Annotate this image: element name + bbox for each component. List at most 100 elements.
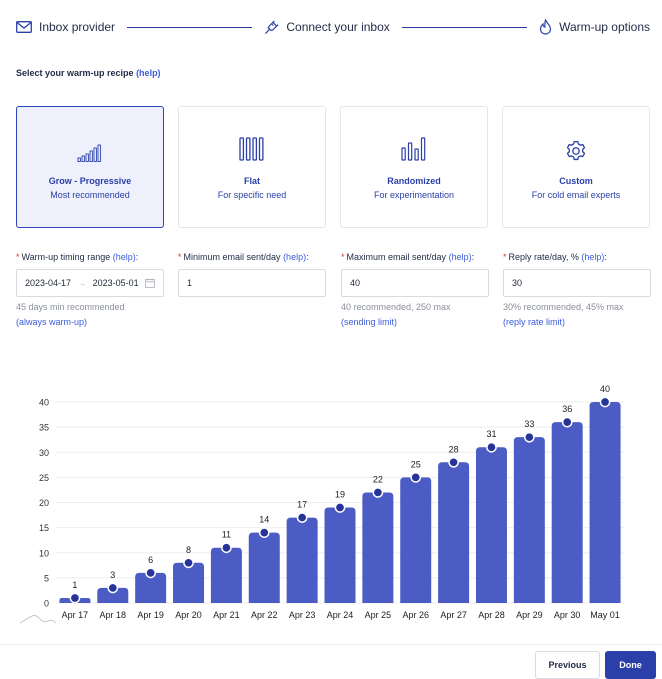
calendar-icon[interactable]	[145, 278, 155, 288]
warmup-bar-chart: 0 5 10 15 20 25 30 35 40 1 Apr 17 3 Apr 18 6 Apr 19 8 A…	[19, 384, 624, 624]
card-subtitle: For experimentation	[373, 190, 455, 200]
y-tick-label: 5	[44, 573, 49, 583]
chart-bar	[551, 422, 583, 603]
reply-rate-hint: 30% recommended, 45% max	[503, 302, 624, 312]
x-tick-label: Apr 26	[402, 610, 429, 620]
x-tick-label: Apr 21	[213, 610, 240, 620]
data-label: 6	[148, 555, 153, 565]
chart-bar	[135, 572, 167, 603]
flat-bars-icon	[239, 136, 265, 162]
recipe-card-grow-progressive[interactable]: Grow - Progressive Most recommended	[16, 106, 164, 228]
recipe-cards: Grow - Progressive Most recommended Flat…	[16, 106, 650, 228]
done-button[interactable]: Done	[605, 651, 656, 679]
y-tick-label: 0	[44, 599, 49, 609]
min-sent-help-link[interactable]: (help)	[283, 252, 307, 262]
flame-icon	[539, 19, 552, 35]
reply-rate-input[interactable]: 30	[503, 269, 651, 297]
data-point	[448, 456, 459, 468]
card-title: Grow - Progressive	[48, 176, 132, 186]
y-tick-label: 10	[39, 548, 49, 558]
card-title: Custom	[559, 176, 593, 186]
footer-bar	[0, 644, 662, 679]
chart-bar	[210, 547, 242, 603]
data-label: 3	[110, 570, 115, 580]
range-slider-thumbnail[interactable]	[19, 614, 57, 624]
step-connect-inbox[interactable]: Connect your inbox	[264, 20, 390, 35]
recipe-card-flat[interactable]: Flat For specific need	[178, 106, 326, 228]
step-label: Inbox provider	[39, 20, 116, 34]
step-warmup-options[interactable]: Warm-up options	[539, 19, 650, 35]
y-tick-label: 35	[39, 423, 49, 433]
x-tick-label: May 01	[590, 610, 620, 620]
data-point	[561, 416, 573, 428]
step-inbox-provider[interactable]: Inbox provider	[16, 20, 115, 34]
data-label: 1	[72, 580, 77, 590]
reply-rate-label: * Reply rate/day, % (help):	[503, 252, 607, 262]
data-point	[258, 527, 270, 538]
y-tick-label: 20	[39, 498, 49, 508]
y-tick-label: 25	[39, 473, 49, 483]
data-label: 22	[373, 474, 383, 484]
data-label: 40	[600, 384, 610, 394]
ascending-bars-icon	[77, 136, 103, 162]
chart-bar	[173, 562, 205, 603]
recipe-card-custom[interactable]: Custom For cold email experts	[502, 106, 650, 228]
timing-help-link[interactable]: (help)	[112, 252, 136, 262]
date-range-picker[interactable]: 2023-04-17 → 2023-05-01	[16, 269, 164, 297]
step-connector	[401, 26, 528, 28]
max-email-sent-field: * Maximum email sent/day (help): 40 40 re…	[341, 252, 489, 327]
chart-bar	[400, 477, 432, 603]
previous-button[interactable]: Previous	[535, 651, 600, 679]
recipe-help-link[interactable]: (help)	[136, 68, 161, 78]
y-tick-label: 15	[39, 523, 49, 533]
plug-icon	[265, 20, 279, 34]
data-point	[296, 512, 308, 523]
reply-rate-help-link[interactable]: (help)	[581, 252, 605, 262]
max-sent-label: * Maximum email sent/day (help):	[341, 252, 475, 262]
card-title: Flat	[243, 176, 260, 186]
envelope-icon	[16, 21, 32, 33]
data-label: 31	[486, 429, 496, 439]
chart-bar	[589, 402, 621, 603]
chart-bar	[286, 517, 318, 603]
data-label: 8	[186, 545, 191, 555]
chart-bar	[475, 447, 507, 603]
end-date-input[interactable]: 2023-05-01	[92, 278, 139, 288]
reply-rate-field: * Reply rate/day, % (help): 30 30% recomm…	[503, 252, 651, 327]
max-sent-input[interactable]: 40	[341, 269, 489, 297]
data-point	[372, 487, 384, 498]
x-tick-label: Apr 18	[100, 610, 127, 620]
data-label: 33	[524, 419, 534, 429]
x-tick-label: Apr 17	[62, 610, 89, 620]
min-sent-label: * Minimum email sent/day (help):	[178, 252, 309, 262]
timing-range-field: * Warm-up timing range (help): 2023-04-17…	[16, 252, 164, 327]
gear-icon	[565, 136, 587, 162]
required-asterisk: *	[341, 252, 345, 262]
reply-rate-limit-link[interactable]: (reply rate limit)	[503, 317, 566, 327]
recipe-card-randomized[interactable]: Randomized For experimentation	[340, 106, 488, 228]
chart-bar	[324, 507, 356, 603]
timing-range-label: * Warm-up timing range (help):	[16, 252, 139, 262]
chart-bar	[513, 437, 545, 603]
data-label: 11	[222, 530, 231, 540]
required-asterisk: *	[503, 252, 507, 262]
data-label: 17	[297, 500, 307, 510]
max-sent-help-link[interactable]: (help)	[448, 252, 472, 262]
random-bars-icon	[401, 136, 427, 162]
data-point	[145, 567, 157, 579]
max-sent-hint: 40 recommended, 250 max	[341, 302, 451, 312]
data-point	[523, 431, 535, 443]
timing-hint: 45 days min recommended	[16, 302, 125, 312]
always-warmup-link[interactable]: (always warm-up)	[16, 317, 88, 327]
x-tick-label: Apr 30	[554, 610, 581, 620]
required-asterisk: *	[16, 252, 20, 262]
card-title: Randomized	[387, 176, 441, 186]
data-label: 28	[449, 444, 459, 454]
data-point	[221, 542, 232, 554]
start-date-input[interactable]: 2023-04-17	[25, 278, 72, 288]
data-label: 19	[335, 490, 345, 500]
card-subtitle: For cold email experts	[531, 190, 621, 200]
min-sent-input[interactable]: 1	[178, 269, 326, 297]
y-tick-label: 40	[39, 398, 49, 408]
sending-limit-link[interactable]: (sending limit)	[341, 317, 398, 327]
